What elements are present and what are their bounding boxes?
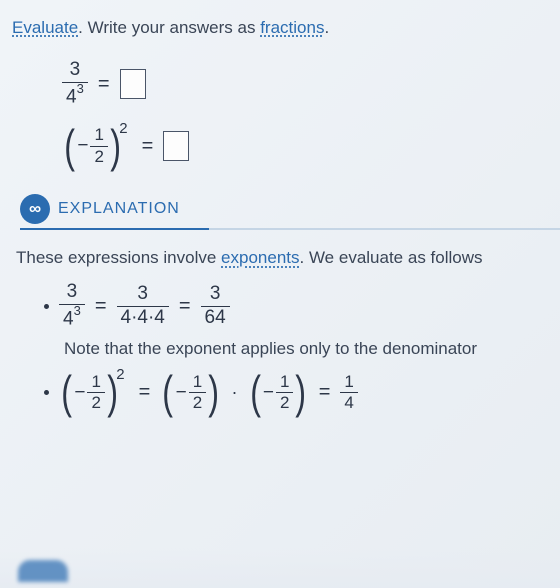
fractions-link[interactable]: fractions [260,18,324,37]
p2-paren-group: ( − 1 2 ) 2 [62,126,132,166]
problem-2: ( − 1 2 ) 2 = [62,126,560,166]
s2-term1: ( − 1 2 ) [160,373,221,413]
s1-eq1: = [95,295,107,318]
s2-num1: 1 [87,373,104,393]
explanation-body: These expressions involve exponents. We … [12,248,560,412]
bottom-fade [0,548,560,588]
s2-rparen3: ) [296,374,307,411]
s2-res-den: 4 [340,392,357,413]
intro-suffix: . We evaluate as follows [300,248,483,267]
bullet-icon [44,304,49,309]
s1-lhs-den: 43 [59,304,85,330]
intro-prefix: These expressions involve [16,248,221,267]
infinity-glyph: ∞ [29,199,41,219]
instruction-text-1: . Write your answers as [78,18,260,37]
s1-frac-mid: 3 4·4·4 [117,284,169,329]
s2-eq2: = [319,381,331,404]
s2-sign3: − [263,382,274,404]
section-rule [20,228,560,230]
s1-frac-rhs: 3 64 [201,284,230,329]
s2-lparen1: ( [61,374,72,411]
bullet-icon [44,390,49,395]
s1-rhs-num: 3 [206,284,225,306]
step-2-row: ( − 1 2 ) 2 = ( − 1 2 ) · ( [16,373,560,413]
p2-sign: − [77,135,88,157]
s2-lparen3: ( [250,374,261,411]
explanation-intro: These expressions involve exponents. We … [16,248,560,268]
note-1: Note that the exponent applies only to t… [16,339,560,359]
page-content: Evaluate. Write your answers as fraction… [0,0,560,413]
exponents-link[interactable]: exponents [221,248,299,267]
p1-equals: = [98,73,110,96]
s1-lhs-exp: 3 [74,303,81,318]
p1-numerator: 3 [66,60,85,82]
s2-num2: 1 [189,373,206,393]
problem-1-fraction: 3 43 [62,60,88,108]
s2-res-num: 1 [340,373,357,393]
s2-exp: 2 [116,366,124,383]
s2-lhs: ( − 1 2 ) 2 [59,373,129,413]
s2-den1: 2 [87,392,104,413]
instruction-line: Evaluate. Write your answers as fraction… [12,18,560,38]
s1-lhs-base: 4 [63,309,74,330]
p2-fraction: 1 2 [90,126,107,166]
problem-1: 3 43 = [62,60,560,108]
p2-exponent: 2 [119,120,127,137]
s2-sign1: − [74,382,85,404]
p2-answer-input[interactable] [163,131,189,161]
s2-frac2: 1 2 [189,373,206,413]
s2-frac3: 1 2 [276,373,293,413]
explanation-header: ∞ EXPLANATION [12,194,560,224]
infinity-icon: ∞ [20,194,50,224]
s2-num3: 1 [276,373,293,393]
p1-denom-base: 4 [66,86,77,107]
step-1-row: 3 43 = 3 4·4·4 = 3 64 [16,282,560,330]
s2-eq1: = [139,381,151,404]
p1-answer-input[interactable] [120,69,146,99]
p2-lparen: ( [64,128,75,165]
s1-mid-num: 3 [133,284,152,306]
instruction-text-2: . [324,18,329,37]
s2-sign2: − [176,382,187,404]
p2-equals: = [142,135,154,158]
s2-dot: · [232,382,238,403]
s1-mid-den: 4·4·4 [117,306,169,329]
p2-num: 1 [90,126,107,146]
s1-lhs-num: 3 [63,282,82,304]
partial-button[interactable] [18,560,68,582]
s2-rparen2: ) [208,374,219,411]
s2-result: 1 4 [340,373,357,413]
s2-frac1: 1 2 [87,373,104,413]
s2-den3: 2 [276,392,293,413]
s1-eq2: = [179,295,191,318]
explanation-title: EXPLANATION [58,200,180,218]
p2-den: 2 [90,146,107,167]
s2-lparen2: ( [163,374,174,411]
s1-rhs-den: 64 [201,306,230,329]
s2-den2: 2 [189,392,206,413]
problems-block: 3 43 = ( − 1 2 ) 2 = [12,60,560,166]
s2-term2: ( − 1 2 ) [248,373,309,413]
evaluate-link[interactable]: Evaluate [12,18,78,37]
p1-denom-exp: 3 [77,81,84,96]
s1-frac-lhs: 3 43 [59,282,85,330]
p1-denominator: 43 [62,82,88,108]
